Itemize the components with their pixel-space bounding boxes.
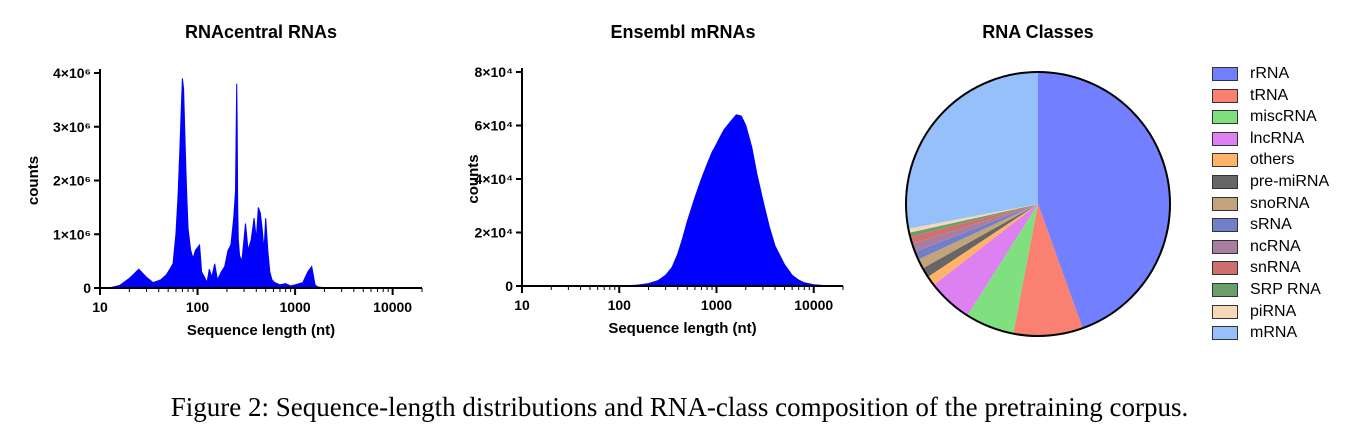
x-tick-label: 10000 [794, 297, 833, 313]
legend-swatch [1212, 239, 1238, 254]
legend-label: lncRNA [1250, 129, 1305, 147]
pie-slice-ncrna [912, 204, 1038, 252]
legend-swatch [1212, 261, 1238, 276]
pie-slice-mrna [906, 72, 1038, 229]
legend-label: rRNA [1250, 65, 1290, 82]
chart-title: RNA Classes [982, 22, 1094, 42]
x-tick-label: 100 [186, 299, 210, 315]
y-tick-label: 1×10⁶ [53, 226, 91, 242]
y-tick-label: 4×10⁴ [475, 171, 514, 187]
legend-swatch [1212, 131, 1238, 146]
pie-slice-srp-rna [909, 204, 1038, 237]
x-axis-label: Sequence length (nt) [187, 322, 335, 339]
chart-plot-area: 0 2×10⁴ 4×10⁴ 6×10⁴ 8×10⁴ 10 100 1000 10000 Seque… [465, 64, 844, 337]
x-tick-label: 10000 [373, 299, 412, 315]
x-tick-label: 10 [514, 297, 530, 313]
legend-label: pre-miRNA [1250, 173, 1330, 190]
y-tick-label: 8×10⁴ [475, 64, 514, 80]
legend-swatch [1212, 88, 1238, 103]
legend-label: tRNA [1250, 86, 1289, 104]
data-area [99, 78, 422, 289]
legend-swatch [1212, 218, 1238, 233]
y-tick-label: 0 [83, 280, 91, 296]
y-tick-label: 4×10⁶ [53, 65, 91, 81]
pie-slice-lncrna [933, 204, 1038, 316]
legend-swatch [1212, 196, 1238, 211]
chart-panel-rna-classes: RNA Classes [880, 0, 1359, 380]
legend-swatch [1212, 153, 1238, 168]
pie-slice-pre-mirna [922, 204, 1038, 277]
data-area [522, 114, 844, 287]
pie-slice-miscrna [967, 204, 1038, 334]
legend-swatch [1212, 304, 1238, 319]
legend-label: ncRNA [1250, 237, 1301, 255]
legend-swatch [1212, 175, 1238, 189]
chart-panel-ensembl: Ensembl mRNAs 0 2×10⁴ 4×10⁴ 6×10⁴ 8×10⁴ 10 100… [440, 0, 880, 380]
pie-outline [905, 71, 1171, 337]
x-axis-label: Sequence length (nt) [608, 320, 756, 337]
y-tick-label: 2×10⁴ [475, 225, 514, 241]
chart-title: RNAcentral RNAs [184, 22, 338, 42]
pie-slice-snorna [918, 204, 1038, 269]
chart-panel-rnacentral: RNAcentral RNAs 0 1×10⁶ 2×10⁶ 3×10⁶ 4×10⁶ 10 1… [0, 0, 440, 380]
legend-label: miscRNA [1250, 108, 1317, 126]
legend-label: mRNA [1250, 324, 1298, 342]
chart-title: Ensembl mRNAs [610, 22, 756, 42]
chart-plot-area: 0 1×10⁶ 2×10⁶ 3×10⁶ 4×10⁶ 10 100 1000 10000 Seque… [25, 65, 423, 339]
y-tick-label: 3×10⁶ [53, 119, 91, 135]
pie-slice-others [927, 204, 1038, 285]
y-axis-label: counts [25, 156, 42, 205]
legend-swatch [1212, 326, 1238, 341]
pie-slice-rrna [1038, 71, 1171, 329]
legend-label: others [1250, 151, 1295, 169]
figure-caption: Figure 2: Sequence-length distributions … [170, 392, 1189, 422]
legend-swatch [1212, 283, 1238, 297]
legend-label: sRNA [1250, 216, 1292, 234]
y-axis-label: counts [465, 154, 482, 203]
legend-swatch [1212, 110, 1238, 125]
x-tick-label: 1000 [701, 297, 732, 313]
y-tick-label: 6×10⁴ [475, 118, 514, 134]
y-tick-label: 2×10⁶ [53, 173, 91, 189]
legend-label: piRNA [1250, 302, 1297, 320]
legend-label: snoRNA [1250, 194, 1310, 212]
x-tick-label: 100 [608, 297, 632, 313]
y-tick-label: 0 [505, 278, 513, 294]
x-tick-label: 10 [92, 299, 108, 315]
pie-slice-srna [914, 204, 1038, 260]
legend-label: snRNA [1250, 259, 1301, 277]
pie-slice-pirna [908, 204, 1038, 233]
x-tick-label: 1000 [280, 299, 311, 315]
legend-swatch [1212, 67, 1238, 81]
pie-slice-snrna [910, 204, 1038, 244]
legend-label: SRP RNA [1250, 281, 1321, 298]
pie-slice-trna [1013, 204, 1083, 336]
pie-chart [905, 71, 1171, 337]
